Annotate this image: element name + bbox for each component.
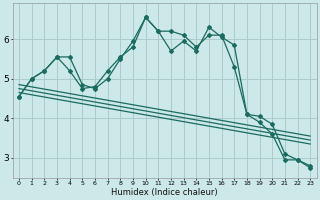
X-axis label: Humidex (Indice chaleur): Humidex (Indice chaleur) [111, 188, 218, 197]
